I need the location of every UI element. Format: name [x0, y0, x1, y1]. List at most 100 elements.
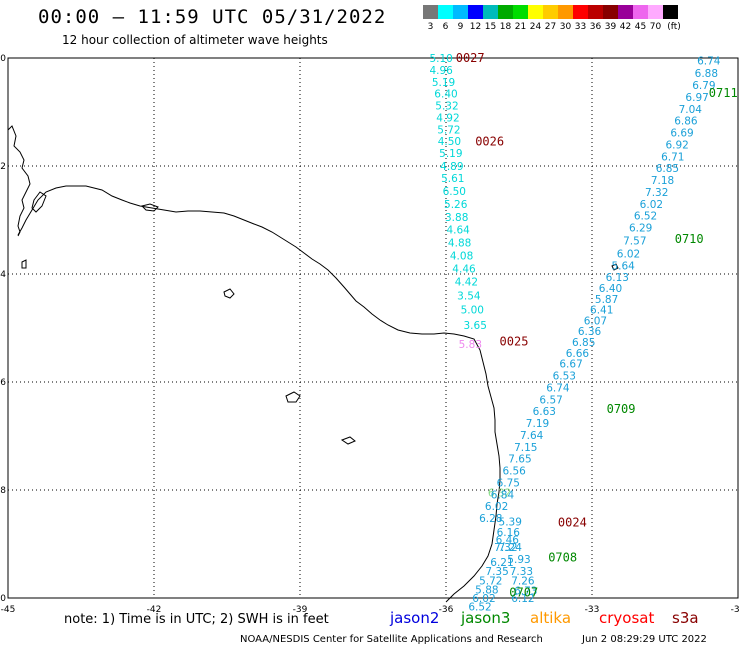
color-scale-labels: 3 6 9 12 15 18 21 24 27 30 33 36 39 42 45 70 (ft)	[423, 22, 740, 34]
color-scale-legend	[423, 5, 678, 19]
legend-swatch	[528, 5, 543, 19]
y-tick-label: 0	[0, 54, 6, 64]
legend-swatch	[483, 5, 498, 19]
wave-height-value: 6.73	[514, 585, 537, 597]
pass-label: 0708	[548, 551, 577, 565]
wave-height-value: 6.40	[599, 283, 622, 295]
wave-height-value: 4.92	[436, 112, 459, 124]
legend-swatch	[588, 5, 603, 19]
legend-label: 33	[574, 22, 587, 32]
wave-height-value: 6.69	[670, 128, 693, 140]
legend-label: 21	[514, 22, 527, 32]
y-tick-label: -8	[0, 486, 6, 496]
wave-height-value: 6.52	[634, 211, 657, 223]
island-5	[611, 263, 619, 271]
legend-swatch	[573, 5, 588, 19]
legend-swatch	[513, 5, 528, 19]
wave-height-value: 7.24	[499, 542, 523, 554]
wave-height-value: 6.50	[443, 186, 466, 198]
wave-height-value: 6.66	[566, 348, 590, 360]
mission-jason2: jason2	[390, 609, 440, 627]
wave-height-value: 6.74	[697, 56, 721, 68]
wave-height-value: 4.42	[455, 277, 478, 289]
wave-height-value: 6.02	[617, 248, 640, 260]
island-1	[141, 203, 159, 212]
wave-height-value: 5.10	[429, 53, 452, 65]
wave-height-value: 5.93	[507, 554, 530, 566]
wave-height-value: 6.97	[685, 92, 708, 104]
wave-height-value: 5.19	[439, 148, 462, 160]
wave-height-value: 6.36	[578, 326, 602, 338]
wave-height-value: 5.72	[479, 576, 502, 588]
pass-label: 0709	[607, 402, 636, 416]
legend-label: 27	[544, 22, 557, 32]
timestamp: Jun 2 08:29:29 UTC 2022	[582, 634, 707, 645]
legend-swatch	[663, 5, 678, 19]
wave-height-value: 6.74	[546, 382, 570, 394]
wave-height-value: 6.02	[472, 593, 495, 605]
y-tick-label: -10	[0, 594, 6, 604]
wave-height-value: 5.61	[441, 173, 464, 185]
wave-height-value: 6.53	[553, 371, 576, 383]
wave-height-value: 4.88	[448, 238, 471, 250]
wave-height-value: 4.46	[452, 264, 476, 276]
wave-height-value: 6.52	[468, 602, 491, 614]
wave-height-value: 7.35	[485, 566, 508, 578]
wave-height-value: 7.33	[510, 566, 533, 578]
wave-height-value: 7.64	[520, 430, 544, 442]
pass-label: 0710	[675, 232, 704, 246]
wave-height-value: 6.02	[640, 199, 663, 211]
wave-height-value: 6.75	[497, 477, 520, 489]
y-tick-label: -6	[0, 378, 6, 388]
wave-height-value: 6.63	[533, 406, 556, 418]
legend-label: 18	[499, 22, 512, 32]
wave-height-value: 5.32	[435, 101, 458, 113]
coastline-layer	[7, 125, 619, 603]
mission-altika: altika	[530, 609, 572, 627]
wave-height-value: 4.50	[438, 136, 461, 148]
wave-height-value: 6.32	[488, 488, 511, 500]
wave-height-value: 3.88	[445, 212, 468, 224]
wave-height-value: 4.89	[440, 161, 463, 173]
y-tick-label: -4	[0, 270, 6, 280]
legend-swatch	[558, 5, 573, 19]
mission-jason3: jason3	[461, 609, 511, 627]
wave-height-value: 4.08	[450, 251, 473, 263]
x-tick-label: -36	[439, 605, 454, 615]
wave-height-value: 7.26	[511, 576, 535, 588]
wave-height-value: 6.40	[434, 89, 457, 101]
wave-height-value: 6.92	[665, 139, 688, 151]
credit-line: NOAA/NESDIS Center for Satellite Applica…	[240, 634, 543, 645]
wave-height-value: 5.00	[461, 305, 484, 317]
legend-label: 6	[442, 22, 449, 32]
pass-label: 0707	[509, 586, 538, 600]
wave-height-value: 6.67	[559, 359, 582, 371]
wave-height-value: 6.41	[590, 305, 613, 317]
wave-height-value: 5.72	[437, 124, 460, 136]
wave-height-value: 6.79	[692, 80, 715, 92]
wave-height-value: 5.64	[611, 260, 635, 272]
footer-note: note: 1) Time is in UTC; 2) SWH is in fe…	[64, 612, 329, 627]
wave-height-value: 6.88	[695, 68, 718, 80]
wave-height-value: 6.86	[674, 116, 698, 128]
legend-swatch	[423, 5, 438, 19]
wave-height-value: 7.15	[514, 442, 537, 454]
pass-label: 0025	[500, 335, 529, 349]
legend-swatch	[438, 5, 453, 19]
wave-height-value: 6.21	[490, 557, 513, 569]
mission-s3a: s3a	[672, 609, 699, 627]
wave-height-value: 6.57	[539, 394, 562, 406]
x-tick-label: -30	[731, 605, 740, 615]
map-frame	[7, 57, 739, 599]
pass-label: 0711	[709, 86, 738, 100]
wave-height-value: 5.88	[475, 584, 498, 596]
island-3	[285, 391, 301, 403]
legend-swatch	[468, 5, 483, 19]
wave-height-value: 7.18	[651, 175, 674, 187]
axis-tick-labels: -45 -42 -39 -36 -33 -30 0 -2 -4 -6 -8 -10	[0, 54, 740, 615]
wave-height-value: 3.65	[464, 320, 487, 332]
wave-height-value: 6.46	[496, 535, 520, 547]
legend-label: 12	[469, 22, 482, 32]
